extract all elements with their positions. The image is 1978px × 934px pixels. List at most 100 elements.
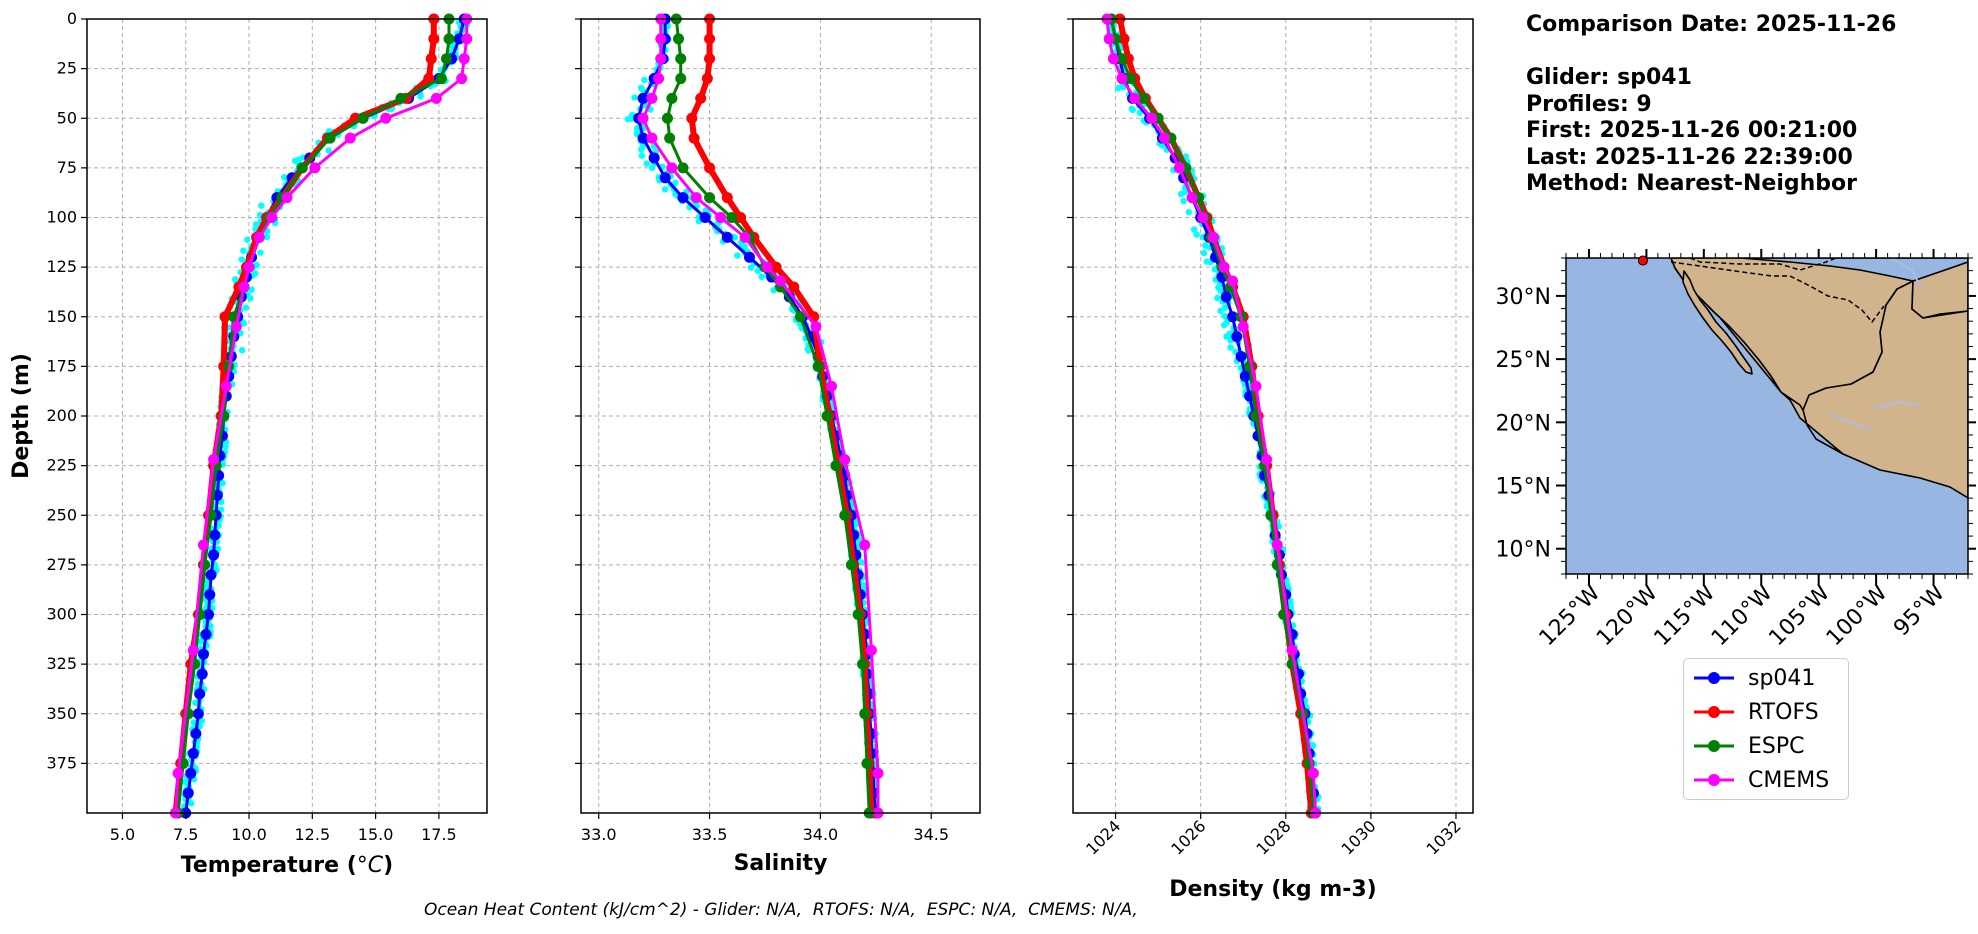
raw-point — [1190, 226, 1198, 233]
series-point — [1116, 73, 1128, 85]
series-point — [187, 747, 199, 759]
map-lon-label: 105°W — [1764, 580, 1835, 651]
y-tick-label: 175 — [46, 356, 77, 375]
series-point — [1173, 162, 1185, 174]
x-axis-label: Temperature (°C) — [181, 853, 393, 878]
series-point — [1239, 370, 1251, 382]
series-point — [659, 172, 671, 184]
series-point — [1227, 275, 1239, 287]
series-point — [205, 569, 217, 581]
raw-point — [1181, 188, 1189, 196]
raw-point — [252, 221, 260, 228]
series-point — [688, 132, 700, 144]
legend: sp041 RTOFS ESPC CMEMS — [1683, 658, 1849, 800]
series-point — [238, 281, 250, 293]
raw-point — [734, 252, 741, 259]
series-point — [646, 92, 658, 104]
series-point — [243, 261, 255, 273]
map-river — [1829, 413, 1871, 431]
series-point — [675, 73, 687, 85]
info-panel: Comparison Date: 2025-11-26 Glider: sp04… — [1526, 12, 1896, 198]
raw-point — [1309, 742, 1316, 750]
series-point — [1235, 350, 1247, 362]
y-tick-label: 375 — [46, 753, 77, 772]
y-tick-label: 275 — [46, 555, 77, 574]
series-point — [661, 112, 673, 124]
x-tick-label: 1032 — [1423, 816, 1465, 858]
legend-label: RTOFS — [1748, 699, 1819, 725]
map-lon-label: 120°W — [1592, 580, 1663, 651]
raw-point — [248, 286, 255, 293]
y-tick-label: 100 — [46, 208, 77, 227]
series-point — [721, 231, 733, 243]
series-point — [1137, 92, 1149, 104]
series-point — [637, 112, 649, 124]
series-point — [172, 767, 184, 779]
x-tick-label: 10.0 — [231, 825, 267, 844]
y-tick-label: 125 — [46, 257, 77, 276]
raw-point — [638, 152, 646, 159]
raw-point — [240, 247, 247, 255]
series-point — [296, 162, 308, 174]
series-point — [788, 281, 800, 293]
raw-point — [1214, 294, 1221, 302]
y-tick-label: 225 — [46, 456, 77, 475]
map-lon-label: 115°W — [1650, 580, 1721, 651]
series-point — [1227, 311, 1239, 323]
map-lat-label: 15°N — [1496, 475, 1551, 500]
raw-point — [1217, 287, 1224, 294]
raw-point — [1217, 307, 1224, 315]
raw-point — [1180, 197, 1187, 205]
series-point — [735, 212, 747, 223]
series-point — [456, 73, 468, 85]
series-point — [208, 549, 220, 561]
x-tick-label: 33.5 — [692, 825, 728, 844]
x-tick-label: 15.0 — [358, 825, 394, 844]
legend-item-sp041: sp041 — [1692, 663, 1815, 693]
raw-point — [238, 256, 245, 263]
series-point — [185, 767, 197, 779]
series-point — [666, 162, 678, 174]
map-lon-label: 125°W — [1535, 580, 1606, 651]
series-point — [701, 73, 713, 85]
map-land-gulf-coast — [1670, 258, 1914, 411]
series-point — [839, 509, 851, 521]
raw-point — [417, 93, 424, 100]
series-point — [209, 529, 221, 541]
series-point — [699, 212, 711, 223]
series-point — [208, 454, 220, 466]
legend-label: ESPC — [1748, 733, 1805, 759]
y-tick-label: 25 — [57, 59, 77, 78]
raw-point — [263, 233, 271, 241]
map-lat-label: 20°N — [1496, 411, 1551, 436]
series-cmems — [1101, 13, 1322, 819]
series-point — [859, 539, 871, 551]
series-point — [872, 767, 884, 779]
x-tick-label: 34.0 — [803, 825, 839, 844]
series-point — [197, 648, 209, 660]
x-axis-label: Density (kg m-3) — [1169, 877, 1377, 902]
y-axis-label: Depth (m) — [9, 353, 34, 479]
series-point — [1186, 192, 1198, 204]
series-point — [695, 92, 707, 104]
x-tick-label: 7.5 — [173, 825, 198, 844]
raw-point — [1136, 109, 1143, 116]
series-point — [443, 33, 455, 45]
series-point — [453, 33, 465, 45]
raw-point — [804, 345, 812, 353]
raw-point — [222, 443, 229, 450]
series-point — [830, 460, 842, 472]
series-point — [648, 152, 660, 164]
series-point — [1197, 212, 1209, 223]
series-point — [425, 53, 437, 65]
series-point — [715, 212, 727, 223]
series-point — [428, 33, 440, 45]
raw-point — [1128, 105, 1135, 113]
series-point — [845, 559, 857, 571]
series-point — [344, 132, 356, 144]
series-point — [675, 53, 687, 65]
series-cmems — [637, 13, 884, 819]
raw-point — [1185, 209, 1193, 216]
series-point — [196, 668, 208, 680]
